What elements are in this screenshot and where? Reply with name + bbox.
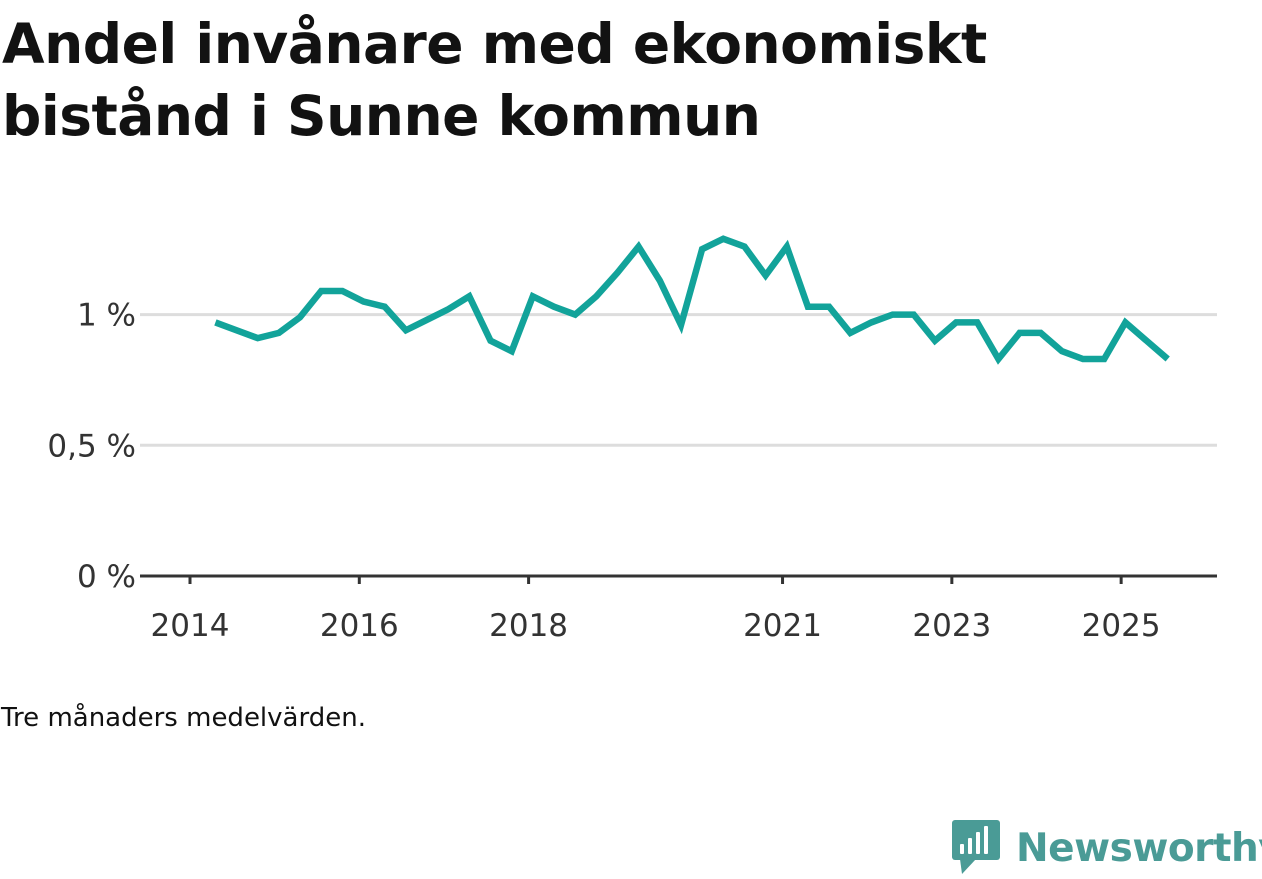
chart-caption: Tre månaders medelvärden.: [1, 703, 366, 733]
x-axis-tick-labels: 2014 2016 2018 2021 2023 2025: [151, 608, 1161, 644]
x-tick-label: 2014: [151, 608, 230, 644]
x-tick-label: 2023: [912, 608, 991, 644]
y-tick-label: 1 %: [77, 298, 136, 334]
series-lines: [214, 235, 1170, 365]
x-tick-label: 2025: [1082, 608, 1161, 644]
x-tick-label: 2021: [743, 608, 822, 644]
x-tick-label: 2016: [320, 608, 399, 644]
y-axis-tick-labels: 0 % 0,5 % 1 %: [47, 298, 136, 595]
x-tick-label: 2018: [489, 608, 568, 644]
chart-title: Andel invånare med ekonomiskt bistånd i …: [2, 12, 987, 148]
series-line: [214, 235, 1170, 365]
y-tick-label: 0,5 %: [47, 428, 136, 464]
x-axis: [140, 574, 1217, 584]
newsworthy-logo-icon: [952, 820, 1000, 874]
newsworthy-logo: Newsworthy: [952, 818, 1262, 878]
y-tick-label: 0 %: [77, 559, 136, 595]
brand-name: Newsworthy: [1016, 825, 1262, 871]
gridlines: [140, 313, 1217, 447]
